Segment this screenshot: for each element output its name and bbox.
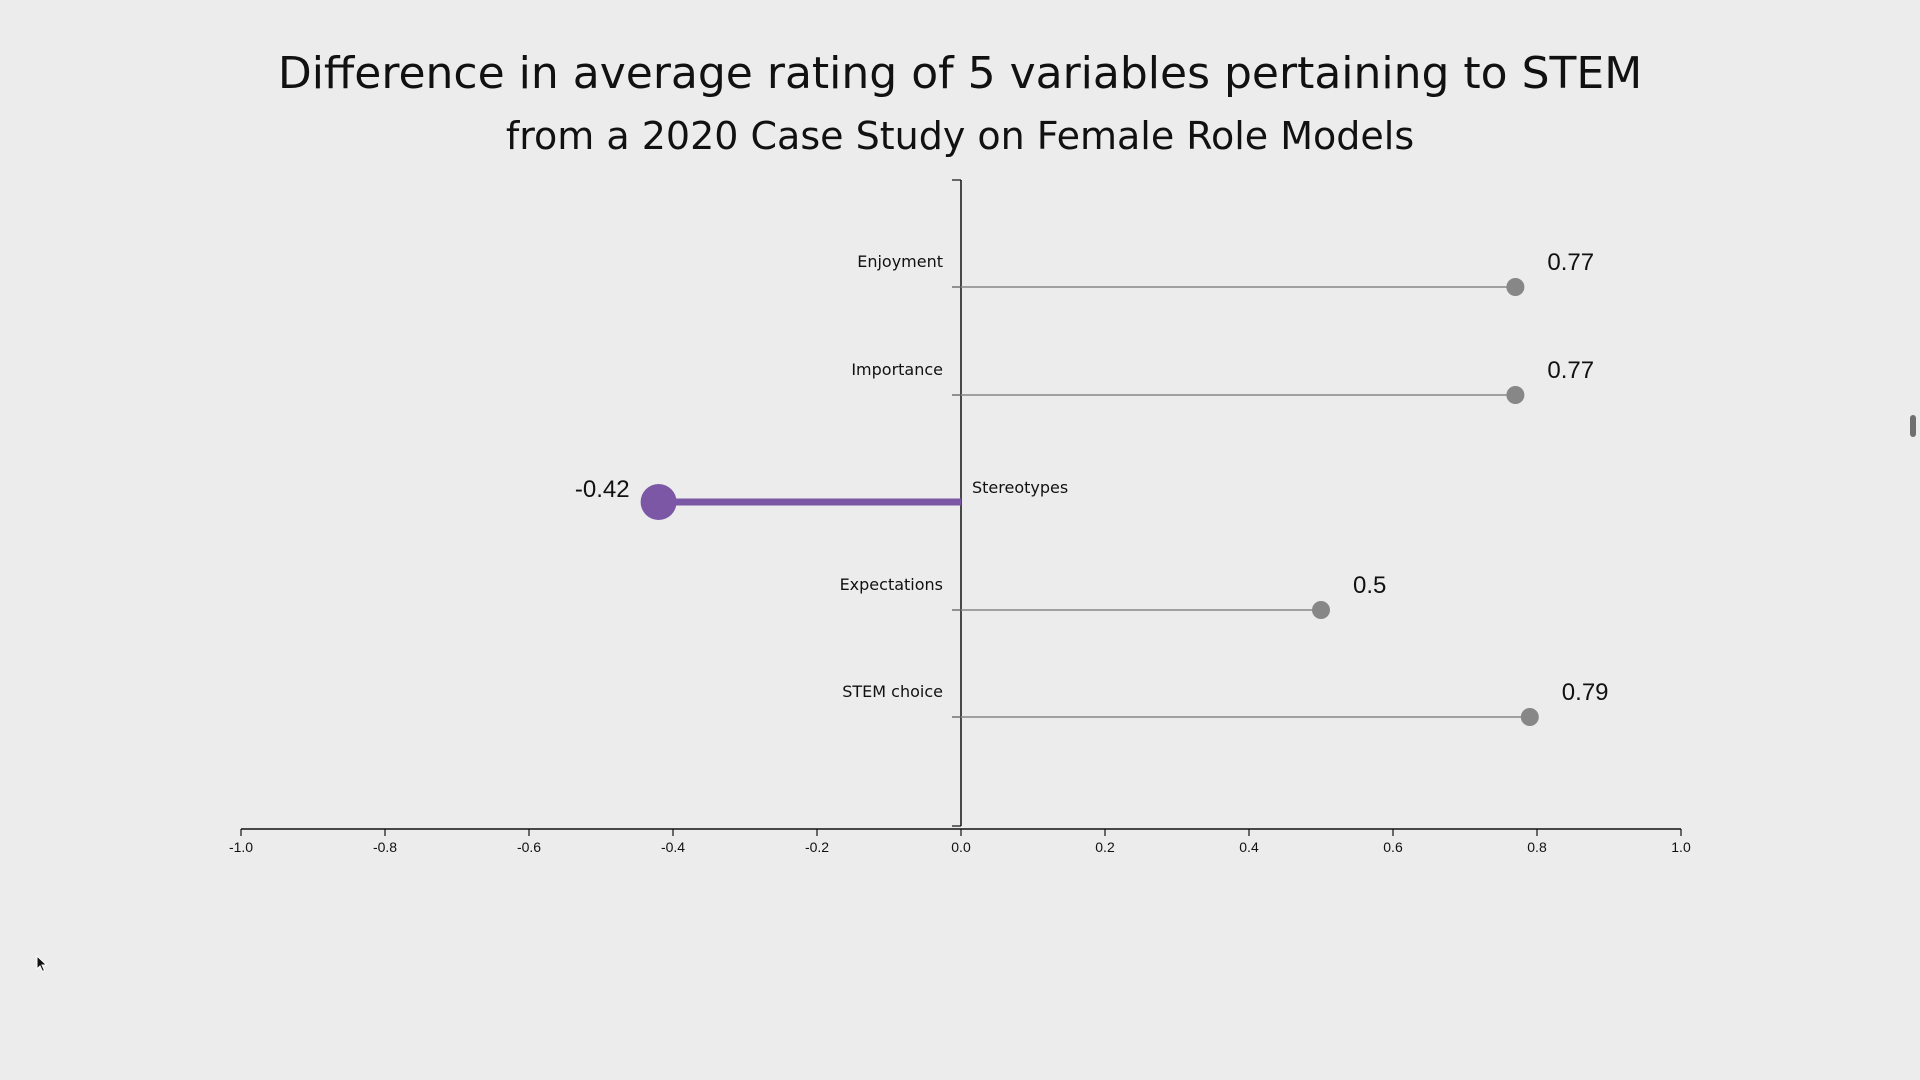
value-label: 0.5 [1353,572,1386,599]
lollipop-importance: Importance 0.77 [851,357,1594,404]
scrollbar-thumb[interactable] [1910,415,1916,437]
category-label: Importance [851,360,943,379]
value-label: -0.42 [575,476,630,503]
mouse-cursor-icon [36,954,48,977]
x-tick-label: 0.4 [1239,839,1259,855]
lollipop-enjoyment: Enjoyment 0.77 [857,249,1594,296]
axes: -1.0 -0.8 -0.6 -0.4 -0.2 0.0 0.2 0.4 0.6 0.8 1.0 [229,179,1691,855]
x-tick-label: -0.8 [373,839,397,855]
value-label: 0.79 [1562,679,1609,706]
x-tick-label: 0.0 [951,839,971,855]
x-tick-label: -1.0 [229,839,253,855]
value-label: 0.77 [1547,357,1594,384]
x-tick-label: 0.2 [1095,839,1115,855]
x-tick-label: 0.8 [1527,839,1547,855]
x-tick-label: 1.0 [1671,839,1691,855]
value-label: 0.77 [1547,249,1594,276]
x-tick-label: -0.2 [805,839,829,855]
chart-subtitle: from a 2020 Case Study on Female Role Mo… [506,114,1414,158]
lollipop-expectations: Expectations 0.5 [840,572,1386,619]
lollipop-point [1506,278,1525,296]
category-label: STEM choice [842,682,943,701]
category-label: Stereotypes [972,478,1068,497]
lollipop-stem-choice: STEM choice 0.79 [842,679,1609,726]
category-label: Enjoyment [857,252,943,271]
lollipop-point [640,484,677,520]
lollipop-marks: Enjoyment 0.77 Importance 0.77 Stereotypes -0… [575,249,1609,726]
lollipop-stereotypes: Stereotypes -0.42 [575,476,1068,520]
lollipop-point [1312,601,1330,619]
x-tick-label: -0.4 [661,839,685,855]
x-tick-label: -0.6 [517,839,541,855]
lollipop-point [1520,708,1539,726]
category-label: Expectations [840,575,943,594]
chart-title: Difference in average rating of 5 variab… [278,48,1642,99]
lollipop-point [1506,386,1525,404]
x-tick-label: 0.6 [1383,839,1403,855]
